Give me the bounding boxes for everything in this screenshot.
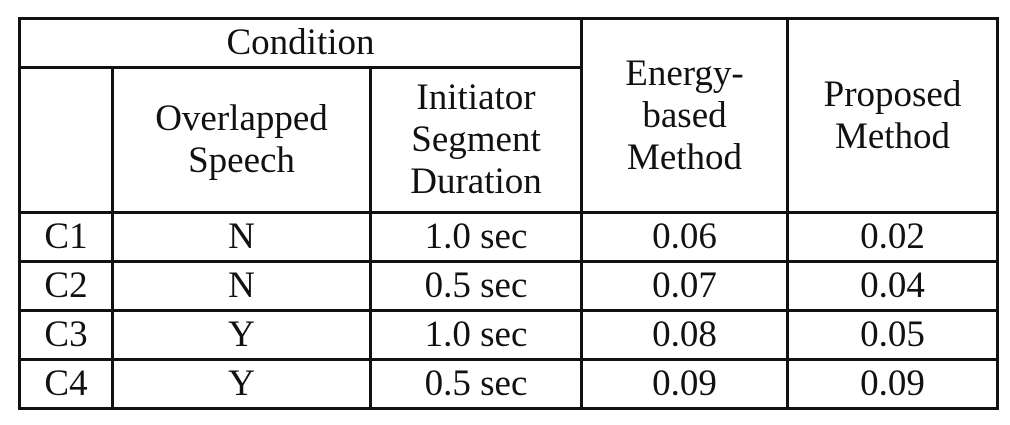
energy-header-line: Method bbox=[626, 136, 743, 178]
overlapped-cell: N bbox=[111, 260, 372, 312]
duration-cell: 1.0 sec bbox=[369, 211, 583, 263]
proposed-header-line: Proposed bbox=[823, 73, 962, 115]
energy-cell: 0.08 bbox=[580, 309, 789, 361]
results-table: Condition Energy- based Method Proposed … bbox=[18, 17, 999, 410]
condition-header: Condition bbox=[18, 17, 583, 69]
duration-cell: 1.0 sec bbox=[369, 309, 583, 361]
overlapped-cell: Y bbox=[111, 358, 372, 410]
overlapped-header-line: Speech bbox=[188, 140, 295, 181]
condition-id-cell: C3 bbox=[18, 309, 114, 361]
table-row: C1 N 1.0 sec 0.06 0.02 bbox=[18, 211, 999, 263]
energy-header-line: based bbox=[642, 94, 727, 136]
duration-cell: 0.5 sec bbox=[369, 260, 583, 312]
header-row-sub: Overlapped Speech Initiator Segment Dura… bbox=[18, 66, 998, 214]
overlapped-header-line: Overlapped bbox=[155, 98, 328, 139]
table-row: C2 N 0.5 sec 0.07 0.04 bbox=[18, 260, 999, 312]
duration-header-line: Segment bbox=[411, 119, 541, 160]
table-row: C3 Y 1.0 sec 0.08 0.05 bbox=[18, 309, 999, 361]
overlapped-speech-header: Overlapped Speech bbox=[111, 66, 372, 214]
header-row-top: Condition Energy- based Method Proposed … bbox=[18, 17, 999, 214]
condition-id-cell: C2 bbox=[18, 260, 114, 312]
table-row: C4 Y 0.5 sec 0.09 0.09 bbox=[18, 358, 999, 410]
duration-header-line: Initiator bbox=[416, 77, 536, 118]
energy-cell: 0.07 bbox=[580, 260, 789, 312]
duration-header-line: Duration bbox=[410, 161, 542, 202]
proposed-cell: 0.04 bbox=[786, 260, 999, 312]
initiator-segment-duration-header: Initiator Segment Duration bbox=[369, 66, 583, 214]
proposed-cell: 0.09 bbox=[786, 358, 999, 410]
proposed-header-line: Method bbox=[834, 115, 951, 157]
condition-id-cell: C4 bbox=[18, 358, 114, 410]
proposed-cell: 0.05 bbox=[786, 309, 999, 361]
overlapped-cell: N bbox=[111, 211, 372, 263]
empty-id-header bbox=[18, 66, 114, 214]
energy-cell: 0.06 bbox=[580, 211, 789, 263]
energy-header-line: Energy- bbox=[625, 52, 744, 94]
energy-cell: 0.09 bbox=[580, 358, 789, 410]
duration-cell: 0.5 sec bbox=[369, 358, 583, 410]
energy-based-method-header: Energy- based Method bbox=[580, 17, 789, 214]
proposed-cell: 0.02 bbox=[786, 211, 999, 263]
overlapped-cell: Y bbox=[111, 309, 372, 361]
proposed-method-header: Proposed Method bbox=[786, 17, 999, 214]
condition-id-cell: C1 bbox=[18, 211, 114, 263]
